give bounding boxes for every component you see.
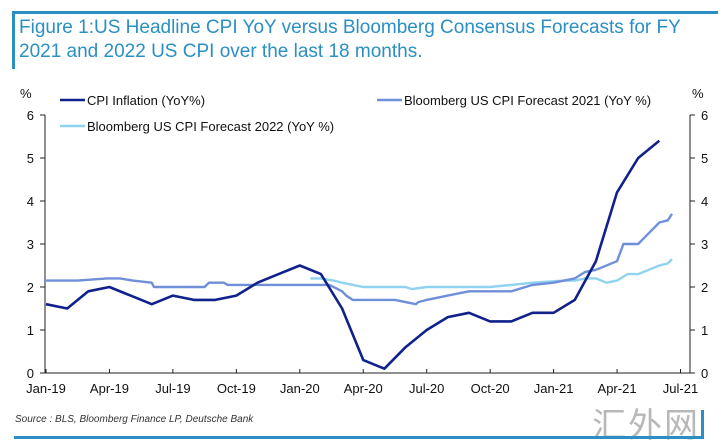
x-tick-label: Oct-19 (217, 381, 256, 396)
y-tick-label-right: 2 (701, 280, 708, 295)
y-tick-label-right: 4 (701, 194, 708, 209)
figure-title: Figure 1:US Headline CPI YoY versus Bloo… (19, 17, 681, 62)
watermark: 汇外网 (592, 406, 700, 446)
frame-right (701, 410, 704, 438)
legend-label: Bloomberg US CPI Forecast 2022 (YoY %) (87, 119, 334, 134)
x-tick-label: Apr-21 (598, 381, 637, 396)
series-line-forecast-2022 (310, 258, 673, 291)
x-tick-label: Jul-21 (663, 381, 698, 396)
legend: CPI Inflation (YoY%) Bloomberg US CPI For… (60, 93, 651, 134)
source-note: Source : BLS, Bloomberg Finance LP, Deut… (15, 414, 254, 425)
series-lines (45, 139, 674, 370)
y-tick-label-left: 0 (27, 366, 34, 381)
frame-bottom (14, 436, 704, 439)
x-tick-label: Apr-19 (90, 381, 129, 396)
y-axis-label-right: % (692, 86, 704, 101)
title-frame-left (12, 11, 15, 69)
y-tick-label-left: 2 (27, 280, 34, 295)
y-tick-label-right: 3 (701, 237, 708, 252)
y-tick-label-left: 1 (27, 323, 34, 338)
y-tick-label-right: 5 (701, 151, 708, 166)
y-tick-label-right: 6 (701, 108, 708, 123)
x-tick-label: Jan-21 (534, 381, 574, 396)
y-tick-label-left: 6 (27, 108, 34, 123)
y-tick-label-left: 4 (27, 194, 34, 209)
x-tick-label: Jul-20 (409, 381, 444, 396)
legend-label: CPI Inflation (YoY%) (87, 93, 205, 108)
series-line-cpi-inflation (45, 139, 661, 370)
y-tick-label-right: 0 (701, 366, 708, 381)
y-axis-label-left: % (20, 86, 32, 101)
series-line-forecast-2021 (46, 213, 674, 306)
x-tick-label: Apr-20 (344, 381, 383, 396)
y-tick-label-left: 5 (27, 151, 34, 166)
y-tick-label-right: 1 (701, 323, 708, 338)
y-tick-label-left: 3 (27, 237, 34, 252)
title-frame-top (12, 11, 718, 14)
x-tick-label: Jan-20 (280, 381, 320, 396)
legend-label: Bloomberg US CPI Forecast 2021 (YoY %) (404, 93, 651, 108)
x-tick-label: Jan-19 (26, 381, 66, 396)
x-tick-label: Oct-20 (471, 381, 510, 396)
axes: 0 0 1 1 2 2 3 3 4 4 5 5 6 6% % Jan-19 Apr-19 Jul-19 Oct-19… (20, 86, 708, 396)
x-tick-label: Jul-19 (155, 381, 190, 396)
